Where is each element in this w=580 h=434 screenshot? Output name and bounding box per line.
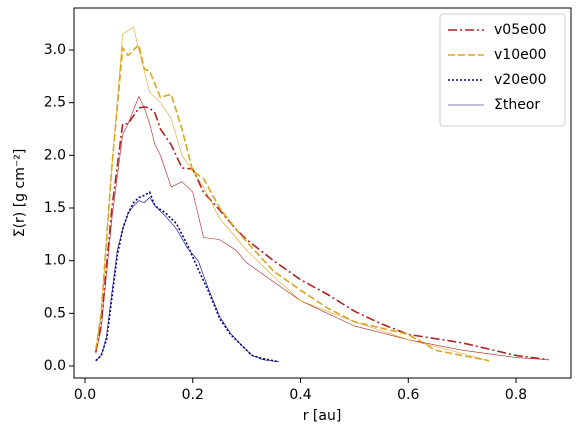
series-line (95, 191, 280, 363)
x-tick-label: 0.4 (289, 387, 311, 403)
series-line (95, 95, 549, 360)
x-tick-label: 0.6 (397, 387, 419, 403)
series-line (94, 106, 549, 361)
legend-label: v05e00 (494, 22, 547, 38)
y-tick-label: 2.5 (44, 95, 66, 111)
y-tick-label: 0.5 (44, 305, 66, 321)
x-tick-label: 0.2 (182, 387, 204, 403)
y-tick-label: 2.0 (44, 147, 66, 163)
series-line (95, 197, 280, 363)
x-axis-label: r [au] (303, 408, 342, 424)
series-line (94, 43, 490, 362)
y-tick-label: 3.0 (44, 42, 66, 58)
legend-label: Σtheor (494, 97, 540, 113)
series-line (95, 26, 490, 362)
plot-frame (73, 7, 572, 379)
y-tick-label: 1.5 (44, 200, 66, 216)
x-tick-label: 0.8 (505, 387, 527, 403)
y-tick-label: 1.0 (44, 253, 66, 269)
legend-label: v10e00 (494, 47, 547, 63)
y-axis-label: Σ(r) [g cm⁻²] (12, 149, 28, 238)
x-tick-label: 0.0 (74, 387, 96, 403)
legend-box (439, 13, 566, 127)
legend-label: v20e00 (494, 72, 547, 88)
y-tick-label: 0.0 (44, 358, 66, 374)
